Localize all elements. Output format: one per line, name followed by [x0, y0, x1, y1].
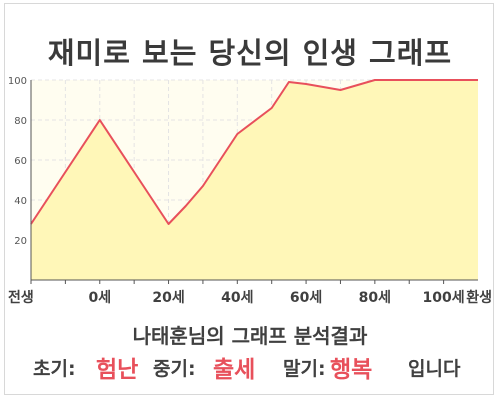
x-tick-label: 0세	[88, 290, 111, 306]
x-tick-label: 100세	[423, 290, 465, 306]
analysis-result: 초기: 험난 중기: 출세 말기: 행복 입니다	[0, 348, 500, 383]
analysis-subtitle: 나태훈님의 그래프 분석결과	[132, 324, 368, 348]
x-tick-label: 환생	[466, 289, 492, 306]
x-tick-label: 40세	[221, 290, 253, 306]
mid-value: 출세	[213, 357, 256, 383]
y-tick-label: 100	[8, 76, 27, 87]
late-label: 말기:	[283, 358, 326, 380]
x-tick-label: 전생	[8, 289, 34, 306]
chart-frame	[4, 3, 494, 395]
late-value: 행복	[330, 357, 373, 383]
life-series-line	[30, 79, 478, 225]
y-tick-label: 20	[14, 236, 27, 247]
y-tick-label: 60	[14, 156, 27, 167]
chart-title: 재미로 보는 당신의 인생 그래프	[47, 36, 453, 70]
axis-layer	[30, 80, 478, 284]
x-tick-label: 20세	[152, 290, 184, 306]
y-tick-label: 80	[14, 116, 27, 127]
label-layer: 20 40 60 80 100 전생 0세 20세 40세 60세 80세 100세 환생	[8, 76, 492, 306]
y-tick-label: 40	[14, 196, 27, 207]
data-layer	[30, 79, 478, 280]
result-suffix: 입니다	[408, 358, 461, 380]
early-value: 험난	[96, 357, 139, 383]
mid-label: 중기:	[153, 358, 196, 380]
x-tick-label: 80세	[359, 290, 391, 306]
x-tick-label: 60세	[290, 290, 322, 306]
area-fill	[31, 80, 478, 280]
early-label: 초기:	[33, 358, 76, 380]
